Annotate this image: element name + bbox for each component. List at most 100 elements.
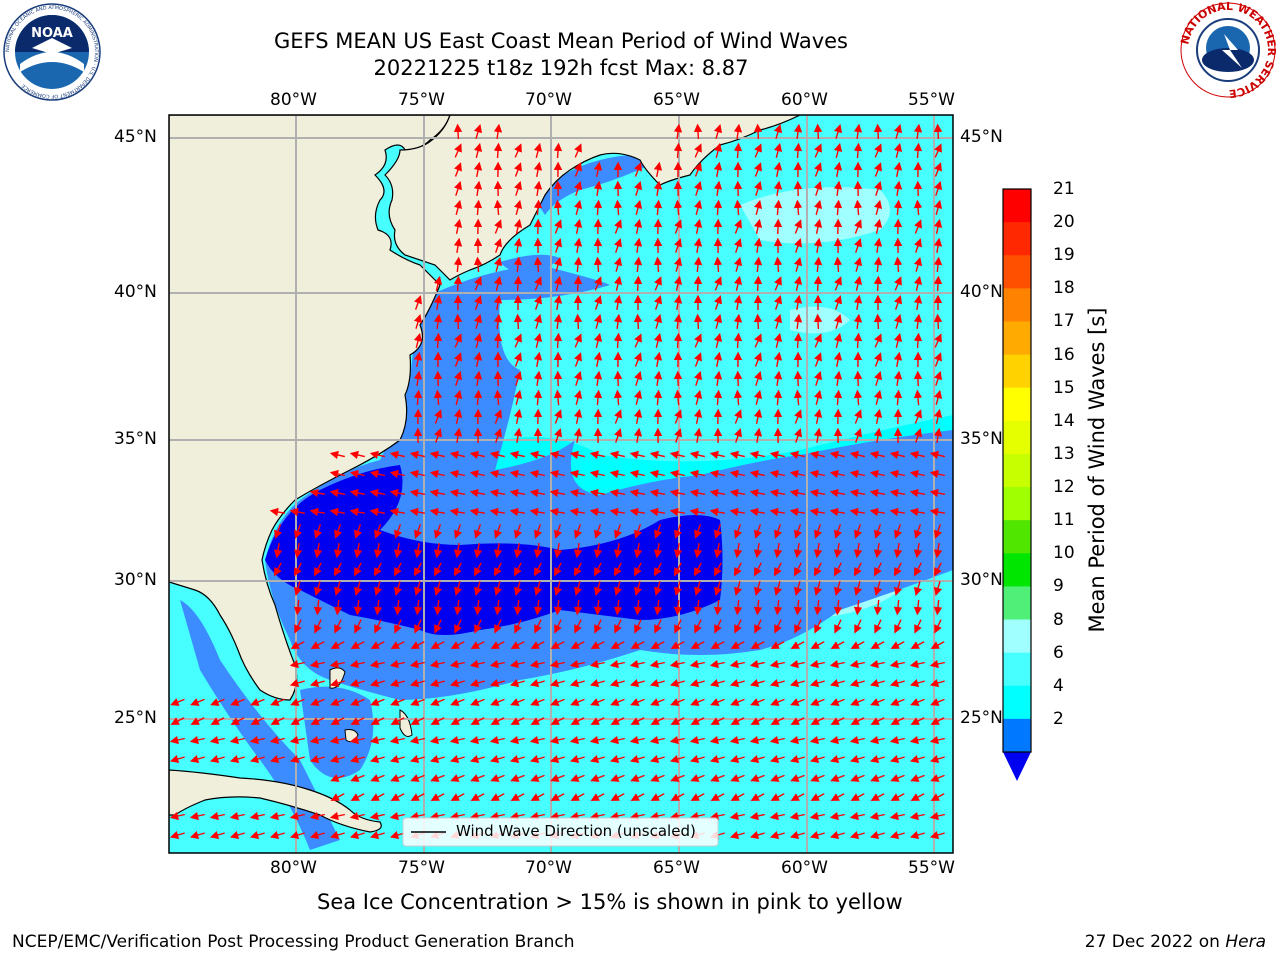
wave-arrow [473, 351, 483, 368]
wave-arrow [830, 698, 845, 706]
wave-arrow [449, 450, 465, 460]
colorbar-tick-label: 15 [1053, 377, 1075, 398]
wave-arrow [653, 599, 663, 616]
colorbar-segment [1003, 718, 1031, 753]
wave-arrow [614, 238, 622, 253]
wave-arrow [653, 256, 663, 273]
wave-arrow [889, 507, 906, 517]
wave-arrow [730, 774, 745, 782]
wave-arrow [853, 542, 863, 559]
wave-arrow [289, 830, 305, 840]
wave-arrow [414, 619, 422, 634]
wave-arrow [854, 409, 862, 424]
wave-arrow [309, 659, 325, 669]
wave-arrow [754, 370, 763, 386]
wave-arrow [750, 717, 765, 725]
wave-arrow [413, 370, 423, 387]
wave-arrow [630, 793, 645, 801]
wave-arrow [909, 469, 925, 479]
wave-arrow [894, 562, 902, 577]
wave-arrow [613, 294, 623, 311]
wave-arrow [653, 370, 663, 387]
wave-arrow [589, 678, 605, 688]
wave-arrow [869, 678, 885, 688]
wave-arrow [453, 313, 463, 330]
wave-arrow [649, 811, 665, 821]
wave-arrow [910, 717, 925, 725]
wave-arrow [494, 428, 502, 443]
map-frame [168, 114, 954, 854]
wave-arrow [434, 409, 442, 424]
wave-arrow [434, 562, 442, 577]
colorbar-tick-label: 14 [1053, 410, 1075, 431]
wave-arrow [573, 237, 583, 254]
wave-arrow [793, 294, 803, 311]
wave-arrow [454, 352, 462, 367]
wave-arrow [533, 599, 543, 616]
wave-arrow [933, 408, 943, 424]
wave-arrow [490, 774, 505, 782]
wave-arrow [570, 774, 585, 782]
wave-arrow [730, 717, 745, 725]
wave-arrow [650, 774, 665, 782]
wave-arrow [833, 161, 843, 178]
wave-arrow [629, 811, 645, 821]
wave-arrow [554, 619, 562, 634]
wave-arrow [813, 542, 823, 559]
wave-arrow [809, 735, 825, 745]
wave-arrow [609, 507, 626, 517]
wave-arrow [550, 774, 565, 782]
colorbar-segment [1003, 189, 1031, 223]
wave-arrow [754, 180, 763, 196]
wave-arrow [633, 581, 643, 597]
wave-arrow [713, 370, 723, 387]
wave-arrow [169, 754, 185, 764]
wave-arrow [773, 581, 783, 597]
wave-arrow [829, 507, 846, 517]
wave-arrow [249, 735, 265, 745]
wave-arrow [409, 659, 425, 669]
wave-arrow [493, 581, 503, 597]
wave-arrow [734, 562, 742, 577]
wave-arrow [614, 219, 622, 234]
colorbar-tick-label: 11 [1053, 510, 1075, 531]
wave-direction-arrows [169, 123, 946, 840]
wave-arrow [853, 199, 863, 216]
wave-arrow [793, 389, 803, 406]
wave-arrow [569, 678, 585, 688]
wave-arrow [930, 698, 945, 706]
wave-arrow [450, 641, 465, 649]
wave-arrow [929, 830, 945, 840]
wave-arrow [190, 698, 205, 706]
lon-label-top: 75°W [398, 90, 445, 110]
wave-arrow [493, 332, 503, 349]
wave-arrow [413, 599, 423, 616]
wave-arrow [509, 735, 525, 745]
wave-arrow [829, 830, 845, 840]
wave-arrow [349, 659, 365, 669]
wave-arrow [630, 717, 645, 725]
wave-arrow [790, 717, 805, 725]
wave-arrow [453, 542, 463, 559]
colorbar-segment [1003, 354, 1031, 389]
wave-arrow [909, 735, 925, 745]
wave-arrow [730, 641, 745, 649]
lon-label-bottom: 75°W [398, 858, 445, 878]
wave-arrow [913, 123, 923, 139]
wave-arrow [793, 599, 803, 616]
wave-arrow [589, 811, 605, 821]
wave-arrow [669, 735, 685, 745]
wave-arrow [709, 735, 725, 745]
wave-arrow [314, 562, 322, 577]
wave-arrow [753, 599, 763, 616]
wave-arrow [789, 811, 805, 821]
wave-arrow [269, 754, 285, 764]
wave-arrow [433, 275, 443, 291]
wave-arrow [554, 238, 562, 253]
wave-arrow [329, 450, 345, 460]
wave-arrow [814, 562, 822, 577]
wave-arrow [410, 698, 425, 706]
wave-arrow [349, 811, 365, 821]
wave-arrow [753, 218, 763, 234]
wave-arrow [733, 123, 743, 139]
